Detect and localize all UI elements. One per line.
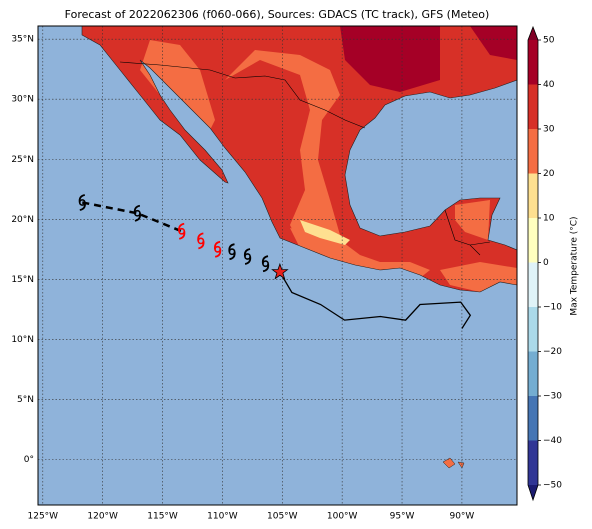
colorbar-segment <box>528 351 538 396</box>
mild-zone <box>300 220 350 245</box>
past-track <box>82 201 183 233</box>
colorbar-tick-label: −20 <box>543 347 562 357</box>
colorbar-tick-label: −10 <box>543 303 562 313</box>
map-title: Forecast of 2022062306 (f060-066), Sourc… <box>65 8 490 21</box>
colorbar: −50 −40 −30 −20 −10 0 10 20 30 40 50 <box>527 25 562 502</box>
x-tick-label: 105°W <box>267 512 298 522</box>
colorbar-tick-label: 30 <box>543 125 555 135</box>
y-tick-label: 0° <box>24 455 34 465</box>
warm-zone <box>290 228 430 278</box>
colorbar-segment <box>528 173 538 218</box>
x-tick-label: 100°W <box>327 512 358 522</box>
colorbar-segment <box>528 262 538 307</box>
colorbar-segment <box>528 218 538 263</box>
storm-symbol <box>243 248 252 265</box>
y-tick-label: 10°N <box>11 335 34 345</box>
hot-zone <box>470 26 517 60</box>
colorbar-segment <box>528 307 538 352</box>
x-tick-label: 120°W <box>87 512 118 522</box>
track <box>78 194 472 329</box>
colorbar-segment <box>528 396 538 441</box>
storm-arms <box>178 222 186 240</box>
colorbar-segment <box>528 84 538 129</box>
x-tick-label: 110°W <box>207 512 238 522</box>
colorbar-tick-label: 10 <box>543 214 555 224</box>
x-tick-label: 90°W <box>449 512 474 522</box>
colorbar-segment <box>528 40 538 85</box>
hot-zone <box>340 26 440 92</box>
colorbar-tick-label: −40 <box>543 436 562 446</box>
x-tick-label: 95°W <box>390 512 415 522</box>
storm-symbol <box>133 204 142 222</box>
x-tick-label: 125°W <box>28 512 59 522</box>
y-tick-label: 5°N <box>17 395 34 405</box>
border <box>444 209 491 256</box>
storm-symbol <box>178 222 186 240</box>
colorbar-segment <box>528 129 538 174</box>
storm-symbol <box>214 240 222 258</box>
current-position <box>271 262 289 280</box>
storm-arms <box>228 243 236 261</box>
storm-symbol <box>228 243 236 261</box>
storm-arms <box>197 232 205 250</box>
colorbar-tick-label: 50 <box>543 36 555 46</box>
coastline <box>81 26 517 293</box>
storm-symbol <box>197 232 205 250</box>
colorbar-tick-label: 40 <box>543 80 555 90</box>
y-tick-label: 15°N <box>11 275 34 285</box>
colorbar-tick-label: −50 <box>543 481 562 491</box>
colorbar-tick-label: 20 <box>543 169 555 179</box>
colorbar-segment <box>528 440 538 485</box>
map-frame <box>37 25 518 506</box>
y-tick-label: 20°N <box>11 215 34 225</box>
y-tick-label: 35°N <box>11 35 34 45</box>
border <box>119 61 366 129</box>
storm-arms <box>78 194 86 211</box>
storm-eye <box>78 199 86 206</box>
colorbar-label: Max Temperature (°C) <box>570 216 580 315</box>
map-area <box>38 26 517 505</box>
storm-arms <box>133 204 142 222</box>
storm-arms <box>243 248 252 265</box>
warm-zone <box>225 50 340 255</box>
y-tick-label: 30°N <box>11 95 34 105</box>
x-tick-label: 115°W <box>147 512 178 522</box>
colorbar-tick-label: −30 <box>543 392 562 402</box>
colorbar-under <box>528 485 538 500</box>
grid <box>38 26 517 505</box>
colorbar-tick-label: 0 <box>543 258 549 268</box>
storm-symbol <box>78 194 86 211</box>
storm-arms <box>214 240 222 258</box>
forecast-track <box>279 271 472 329</box>
storm-symbol <box>261 255 270 273</box>
storm-arms <box>261 255 270 273</box>
colorbar-over <box>528 27 538 40</box>
warm-zone <box>455 200 490 240</box>
y-tick-label: 25°N <box>11 155 34 165</box>
